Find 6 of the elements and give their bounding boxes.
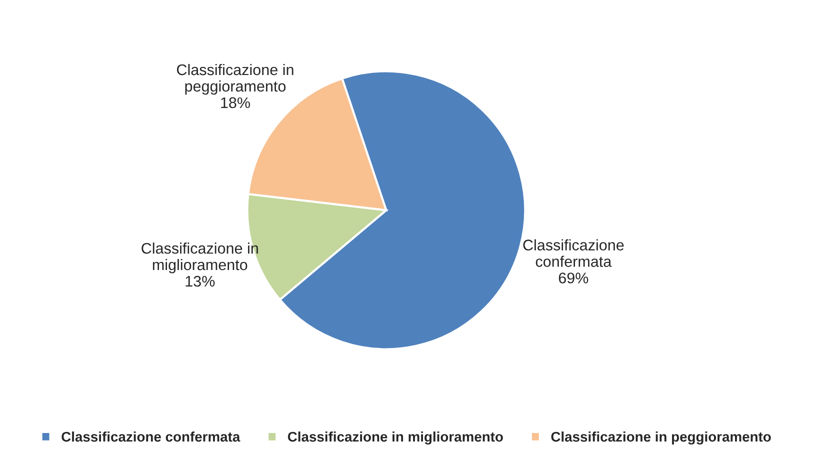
data-label: Classificazione confermata 69% (523, 239, 624, 284)
legend-label: Classificazione confermata (62, 431, 240, 442)
data-label: Classificazione in miglioramento 13% (142, 242, 258, 287)
legend-label: Classificazione in miglioramento (288, 431, 503, 444)
legend-label: Classificazione in peggioramento (551, 431, 771, 444)
data-label: Classificazione in peggioramento 18% (177, 64, 294, 108)
